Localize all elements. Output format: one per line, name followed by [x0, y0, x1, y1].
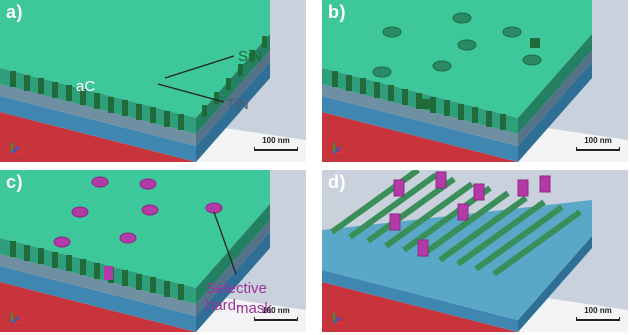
scale-bar-label: 100 nm	[262, 306, 290, 315]
axis-triad-icon	[8, 140, 24, 156]
sin-line-array	[330, 170, 582, 277]
panel-b: b) 100 nm	[322, 0, 628, 162]
scale-bar-label: 100 nm	[584, 306, 612, 315]
blue-layer	[0, 96, 196, 162]
panel-b-render	[322, 0, 628, 162]
scale-bar: 100 nm	[576, 136, 620, 152]
panel-b-label: b)	[328, 2, 346, 22]
axis-triad-icon	[330, 310, 346, 326]
panel-a: a) aC SiN TiN 100 nm	[0, 0, 306, 162]
scale-bar-label: 100 nm	[584, 136, 612, 145]
sin-label: SiN	[238, 48, 263, 65]
panel-a-render	[0, 0, 306, 162]
scale-bar: 100 nm	[254, 136, 298, 152]
tin-label: TiN	[226, 96, 249, 113]
panel-d-label: d)	[328, 172, 346, 192]
ac-label: aC	[76, 78, 96, 95]
tin-stack	[0, 84, 196, 146]
panel-d: d) 100 nm	[322, 170, 628, 332]
axis-triad-icon	[8, 310, 24, 326]
panel-a-label: a)	[6, 2, 24, 22]
panel-c-render	[0, 170, 306, 332]
panel-c: c) Selective hard- mask 100 nm	[0, 170, 306, 332]
scale-bar-label: 100 nm	[262, 136, 290, 145]
hardmask-label-line2: mask	[236, 300, 272, 317]
panel-c-label: c)	[6, 172, 24, 192]
hardmask-label-line1: Selective hard-	[206, 280, 267, 314]
pillar-array	[389, 171, 551, 257]
hardmask-plugs	[53, 176, 223, 248]
via-holes	[372, 12, 542, 78]
scale-bar: 100 nm	[254, 306, 298, 322]
axis-triad-icon	[330, 140, 346, 156]
scale-bar: 100 nm	[576, 306, 620, 322]
sin-lines	[10, 36, 267, 130]
ac-top-surface	[0, 0, 270, 118]
panel-d-render	[322, 170, 628, 332]
